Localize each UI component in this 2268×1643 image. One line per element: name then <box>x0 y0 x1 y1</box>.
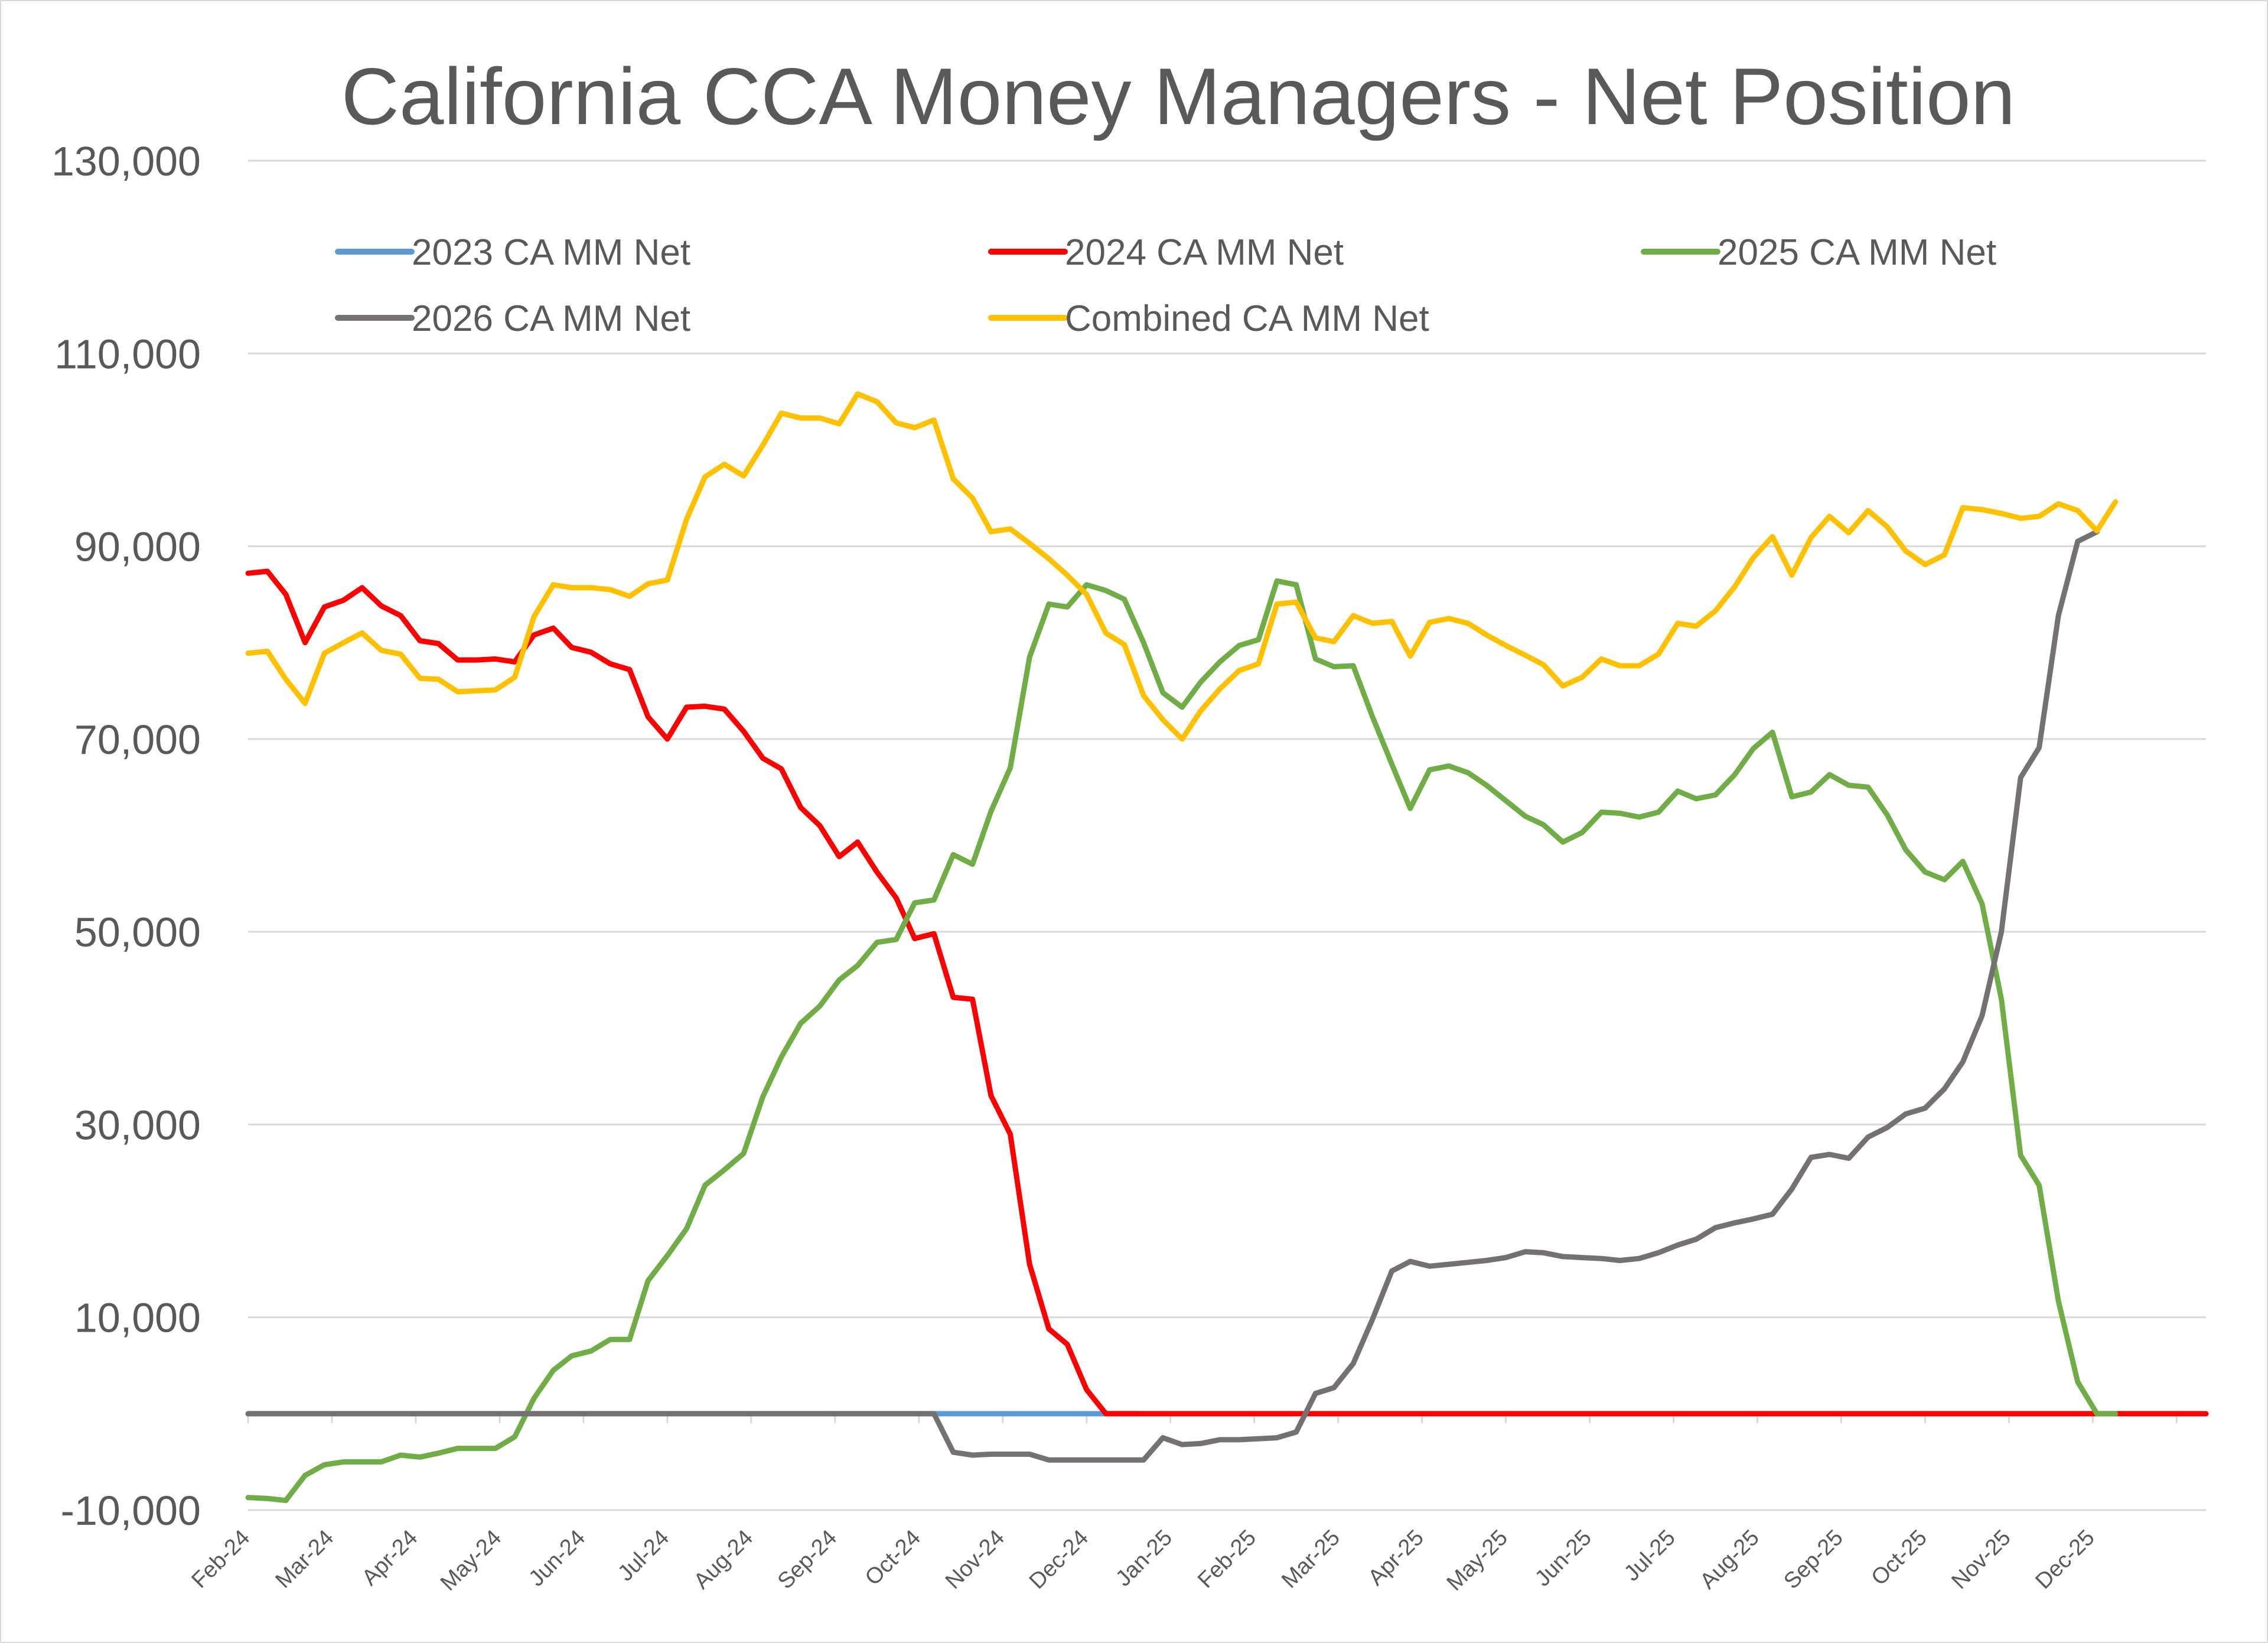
y-tick-label: 110,000 <box>54 331 201 377</box>
x-tick-label: Aug-24 <box>689 1525 758 1594</box>
x-tick-label: Apr-24 <box>357 1525 422 1590</box>
gridlines <box>248 160 2206 1511</box>
series-line-2026-ca-mm-net <box>245 529 2100 1463</box>
legend-label: Combined CA MM Net <box>1065 298 1429 339</box>
y-tick-label: 70,000 <box>74 717 201 763</box>
x-tick-label: Oct-24 <box>861 1525 926 1590</box>
x-tick-label: Nov-25 <box>1947 1525 2015 1594</box>
x-tick-label: Apr-25 <box>1364 1525 1429 1590</box>
legend-label: 2023 CA MM Net <box>412 232 690 273</box>
x-tick-label: Sep-25 <box>1779 1525 1847 1594</box>
x-tick-label: Mar-24 <box>271 1525 339 1593</box>
y-tick-label: 90,000 <box>74 524 201 570</box>
legend-label: 2026 CA MM Net <box>412 298 690 339</box>
series-line-2025-ca-mm-net <box>245 578 2119 1504</box>
chart-title: California CCA Money Managers - Net Posi… <box>341 51 2016 141</box>
x-tick-label: Jun-25 <box>1530 1525 1596 1592</box>
x-tick-label: Dec-25 <box>2031 1525 2099 1594</box>
x-tick-label: Mar-25 <box>1277 1525 1345 1593</box>
x-tick-label: Oct-25 <box>1866 1525 1931 1590</box>
x-tick-label: Aug-25 <box>1695 1525 1764 1594</box>
y-tick-label: -10,000 <box>61 1488 201 1534</box>
x-tick-label: May-24 <box>436 1525 506 1596</box>
series-line-2024-ca-mm-net <box>245 568 2209 1417</box>
series-layer <box>245 391 2209 1504</box>
x-tick-label: Feb-24 <box>187 1525 255 1593</box>
x-tick-label: May-25 <box>1442 1525 1513 1596</box>
y-tick-label: 30,000 <box>74 1102 201 1148</box>
x-axis-tick-labels: Feb-24 Mar-24 Apr-24 May-24 Jun-24 Jul-24 Aug-… <box>187 1525 2100 1596</box>
x-tick-label: Jul-24 <box>613 1525 674 1586</box>
x-tick-label: Jun-24 <box>524 1525 590 1592</box>
x-tick-label: Feb-25 <box>1193 1525 1261 1593</box>
x-tick-label: Jul-25 <box>1619 1525 1680 1586</box>
series-line-combined-ca-mm-net <box>245 391 2119 742</box>
legend: 2023 CA MM Net 2024 CA MM Net 2025 CA MM N… <box>335 232 1996 339</box>
y-tick-label: 10,000 <box>74 1295 201 1341</box>
x-tick-label: Nov-24 <box>941 1525 1009 1594</box>
legend-label: 2024 CA MM Net <box>1065 232 1344 273</box>
y-tick-label: 130,000 <box>51 138 201 184</box>
x-tick-label: Jan-25 <box>1111 1525 1177 1592</box>
x-tick-label: Sep-24 <box>773 1525 842 1594</box>
y-tick-label: 50,000 <box>74 909 201 955</box>
legend-label: 2025 CA MM Net <box>1718 232 1996 273</box>
x-tick-label: Dec-24 <box>1025 1525 1093 1594</box>
y-axis-tick-labels: -10,000 10,000 30,000 50,000 70,000 90,000 110… <box>51 138 201 1534</box>
